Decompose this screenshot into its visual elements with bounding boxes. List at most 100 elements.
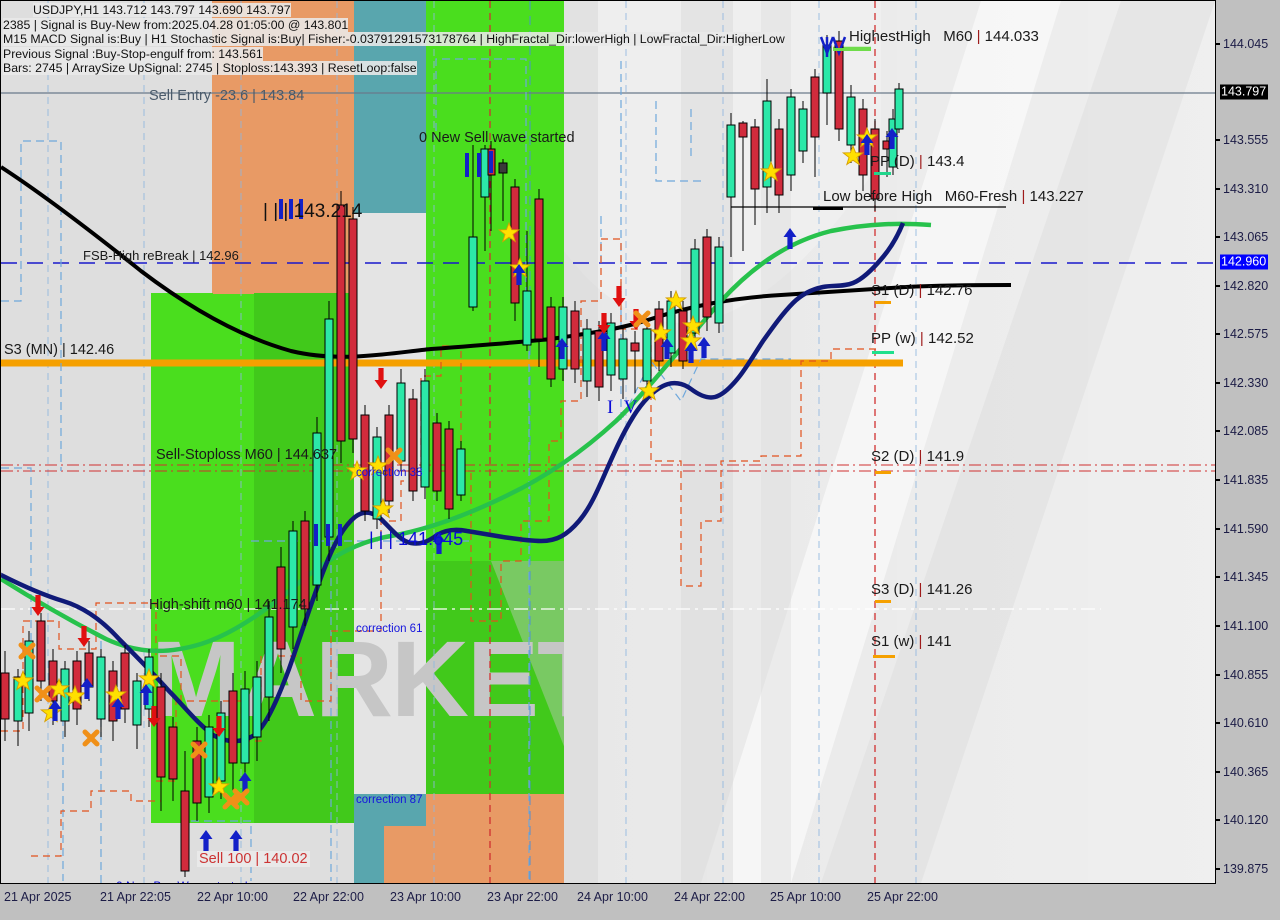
pivot-label-pp-weekly: PP (w) | 142.52 — [871, 330, 974, 347]
pivot-label-highest-high: HighestHigh M60 | 144.033 — [849, 28, 1039, 45]
price-tick-label: 142.085 — [1223, 424, 1269, 438]
current-price-label: 143.797 — [1220, 84, 1269, 100]
price-tick-label: 141.835 — [1223, 473, 1269, 487]
price-tick-label: 140.120 — [1223, 813, 1269, 827]
price-tick-label: 141.345 — [1223, 570, 1269, 584]
price-tick-label: 143.555 — [1223, 133, 1269, 147]
label-new-sell-wave: 0 New Sell wave started — [419, 130, 575, 146]
pivot-name: S1 (D) — [871, 282, 915, 299]
pivot-separator: | — [919, 330, 924, 347]
pivot-color-swatch-s1-weekly — [873, 655, 895, 658]
price-tick — [1216, 674, 1280, 676]
pivot-color-swatch-s1-daily — [875, 301, 891, 304]
pivot-name: HighestHigh — [849, 28, 931, 45]
zone-orange-3 — [384, 826, 564, 883]
time-axis[interactable]: 21 Apr 2025 21 Apr 22:05 22 Apr 10:00 22 Ap… — [0, 884, 1280, 920]
pivot-separator: | — [976, 28, 981, 45]
price-tick — [1216, 771, 1280, 773]
pivot-price: 141.9 — [926, 448, 965, 465]
label-new-buy-wave: 0 New Buy Wave started — [116, 879, 248, 883]
pivot-label-s3-daily: S3 (D) | 141.26 — [871, 581, 972, 598]
price-tick — [1216, 479, 1280, 481]
label-sell-100: Sell 100 | 140.02 — [197, 851, 310, 867]
pivot-price: 141.26 — [926, 581, 973, 598]
pivot-label-s2-daily: S2 (D) | 141.9 — [871, 448, 964, 465]
price-tick-label: 140.365 — [1223, 765, 1269, 779]
pivot-price: 142.52 — [927, 330, 974, 347]
pivot-color-swatch-highest-high — [833, 48, 871, 51]
time-tick-label: 23 Apr 22:00 — [487, 890, 558, 904]
price-tick-label: 142.330 — [1223, 376, 1269, 390]
pivot-timeframe: M60 — [943, 28, 973, 45]
label-correction-61: correction 61 — [356, 623, 423, 635]
info-line-bars: Bars: 2745 | ArraySize UpSignal: 2745 | … — [3, 61, 417, 76]
pivot-separator: | — [918, 153, 923, 170]
price-tick-label: 142.575 — [1223, 327, 1269, 341]
pivot-name: PP (D) — [870, 153, 915, 170]
time-tick-label: 24 Apr 22:00 — [674, 890, 745, 904]
label-high-shift: High-shift m60 | 141.174 — [149, 597, 307, 613]
pivot-label-s1-weekly: S1 (w) | 141 — [871, 633, 952, 650]
price-tick — [1216, 285, 1280, 287]
label-correction-87: correction 87 — [356, 794, 423, 806]
pivot-price: 141 — [926, 633, 952, 650]
pivot-color-swatch-pp-weekly — [872, 351, 894, 354]
label-sell-entry: Sell Entry -23.6 | 143.84 — [149, 88, 305, 104]
time-tick-label: 23 Apr 10:00 — [390, 890, 461, 904]
pivot-price: 143.4 — [926, 153, 965, 170]
price-tick — [1216, 576, 1280, 578]
time-tick-label: 21 Apr 22:05 — [100, 890, 171, 904]
pivot-name: S1 (w) — [871, 633, 915, 650]
label-wave-iii-low: | | | 141.645 — [369, 529, 464, 549]
price-tick-label: 140.610 — [1223, 716, 1269, 730]
pivot-price: 144.033 — [984, 28, 1039, 45]
price-tick-label: 141.590 — [1223, 522, 1269, 536]
price-tick — [1216, 43, 1280, 45]
pivot-name: PP (w) — [871, 330, 916, 347]
price-tick — [1216, 188, 1280, 190]
pivot-separator: | — [918, 448, 923, 465]
pivot-color-swatch-low-before-high — [813, 207, 843, 210]
price-tick-label: 143.310 — [1223, 182, 1269, 196]
price-tick — [1216, 819, 1280, 821]
label-fsb-high: FSB-High reBreak | 142.96 — [83, 248, 239, 263]
pivot-separator: | — [918, 282, 923, 299]
info-line-signal: 2385 | Signal is Buy-New from:2025.04.28… — [3, 17, 349, 32]
pivot-separator: | — [918, 633, 923, 650]
price-tick-label: 142.820 — [1223, 279, 1269, 293]
pivot-label-s1-daily: S1 (D) | 142.76 — [871, 282, 972, 299]
pivot-name: S2 (D) — [871, 448, 915, 465]
time-tick-label: 24 Apr 10:00 — [577, 890, 648, 904]
pivot-price: 143.227 — [1029, 188, 1084, 205]
time-tick-label: 22 Apr 10:00 — [197, 890, 268, 904]
price-tick — [1216, 722, 1280, 724]
price-tick-label: 141.100 — [1223, 619, 1269, 633]
price-tick — [1216, 430, 1280, 432]
highlight-price-label: 142.960 — [1220, 254, 1269, 270]
chart-plot-area[interactable]: MARKETZITRADE — [0, 0, 1216, 884]
chart-info-header: USDJPY,H1 143.712 143.797 143.690 143.79… — [3, 3, 785, 76]
price-tick — [1216, 382, 1280, 384]
price-tick — [1216, 625, 1280, 627]
price-axis[interactable]: 144.045 143.555 143.310 143.065 142.820 142.5… — [1216, 0, 1280, 884]
label-sell-stoploss: Sell-Stoploss M60 | 144.637 — [156, 447, 338, 463]
candlestick-series — [1, 31, 904, 877]
label-s3-mn: S3 (MN) | 142.46 — [4, 342, 115, 358]
label-wave-iii-high: | | | 143.214 — [263, 201, 363, 222]
pivot-timeframe: M60-Fresh — [944, 188, 1018, 205]
label-wave-iv: I V — [607, 397, 641, 418]
time-tick-label: 25 Apr 10:00 — [770, 890, 841, 904]
pivot-label-pp-daily: PP (D) | 143.4 — [870, 153, 965, 170]
time-tick-label: 22 Apr 22:00 — [293, 890, 364, 904]
time-tick-label: 21 Apr 2025 — [4, 890, 72, 904]
pivot-label-low-before-high: Low before High M60-Fresh | 143.227 — [823, 188, 1084, 205]
signal-markers — [12, 36, 899, 851]
price-tick-label: 143.065 — [1223, 230, 1269, 244]
pivot-price: 142.76 — [926, 282, 973, 299]
info-line-indicators: M15 MACD Signal is:Buy | H1 Stochastic S… — [3, 32, 785, 47]
info-line-prev-signal: Previous Signal :Buy-Stop-engulf from: 1… — [3, 46, 263, 61]
price-tick — [1216, 868, 1280, 870]
pivot-separator: | — [1021, 188, 1026, 205]
price-tick-label: 139.875 — [1223, 862, 1269, 876]
info-line-ohlc: USDJPY,H1 143.712 143.797 143.690 143.79… — [33, 3, 291, 17]
